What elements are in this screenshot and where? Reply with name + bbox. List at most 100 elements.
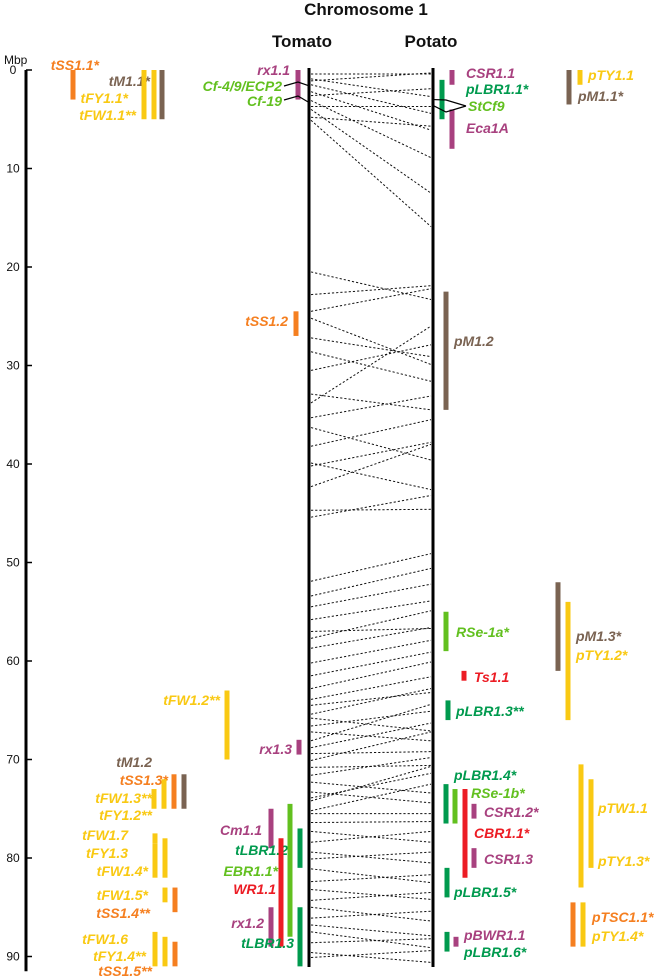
tomato-marker-label-tss1-3: tSS1.3* bbox=[120, 772, 169, 788]
synteny-link bbox=[310, 583, 432, 608]
synteny-link bbox=[310, 651, 432, 677]
synteny-link bbox=[310, 710, 432, 727]
synteny-link bbox=[310, 610, 432, 639]
synteny-link bbox=[310, 441, 432, 467]
synteny-link bbox=[310, 731, 432, 761]
potato-track-title: Potato bbox=[405, 32, 458, 51]
synteny-link bbox=[310, 821, 432, 824]
synteny-link bbox=[310, 393, 432, 411]
potato-marker-label-pm1-2: pM1.2 bbox=[453, 333, 494, 349]
qtl-markers: tSS1.1* tM1.1*tFY1.1*tFW1.1** rx1.1Cf-4/9/… bbox=[51, 57, 654, 979]
tomato-marker-label-tfw1-1: tFW1.1** bbox=[79, 107, 136, 123]
axis-tick-label: 80 bbox=[6, 851, 20, 865]
potato-marker-label-rse-1a: RSe-1a* bbox=[456, 624, 509, 640]
tomato-marker-label-rx1-1: rx1.1 bbox=[257, 62, 290, 78]
synteny-link bbox=[310, 419, 432, 447]
tomato-marker-label-cm1-1: Cm1.1 bbox=[220, 822, 262, 838]
synteny-link bbox=[310, 938, 432, 944]
synteny-link bbox=[310, 108, 432, 194]
synteny-link bbox=[310, 722, 432, 749]
potato-marker-label-ptw1-1: pTW1.1 bbox=[597, 800, 648, 816]
synteny-link bbox=[310, 317, 432, 365]
tomato-marker-label-tm1-2: tM1.2 bbox=[116, 754, 152, 770]
tomato-marker-label-tfw1-5: tFW1.5* bbox=[97, 887, 149, 903]
synteny-link bbox=[310, 462, 432, 491]
synteny-link bbox=[310, 78, 432, 98]
figure-title: Chromosome 1 bbox=[304, 0, 428, 19]
potato-marker-label-pm1-3: pM1.3* bbox=[575, 628, 622, 644]
synteny-link bbox=[310, 84, 432, 114]
potato-marker-label-csr1-2: CSR1.2* bbox=[484, 804, 539, 820]
tomato-marker-label-tfy1-4: tFY1.4** bbox=[93, 948, 146, 964]
potato-marker-label-pty1-2: pTY1.2* bbox=[575, 647, 628, 663]
synteny-link bbox=[310, 791, 432, 804]
axis-tick-label: 50 bbox=[6, 556, 20, 570]
tomato-marker-label-tfy1-1: tFY1.1* bbox=[81, 90, 129, 106]
potato-marker-label-pty1-1: pTY1.1 bbox=[587, 67, 634, 83]
tomato-marker-label-rx1-2: rx1.2 bbox=[231, 915, 264, 931]
synteny-link bbox=[310, 288, 432, 312]
synteny-link bbox=[310, 271, 432, 300]
potato-marker-label-pty1-3: pTY1.3* bbox=[597, 853, 650, 869]
tomato-marker-label-tss1-5: tSS1.5** bbox=[98, 963, 152, 979]
synteny-link bbox=[310, 868, 432, 884]
synteny-link bbox=[310, 692, 432, 706]
locus-leader-line bbox=[432, 98, 467, 107]
synteny-link bbox=[310, 950, 432, 958]
synteny-link bbox=[310, 676, 432, 700]
potato-marker-label-plbr1-6: pLBR1.6* bbox=[463, 944, 527, 960]
synteny-link bbox=[310, 351, 432, 382]
axis-tick-label: 0 bbox=[10, 63, 17, 77]
synteny-link bbox=[310, 627, 432, 649]
synteny-link bbox=[310, 567, 432, 597]
synteny-link bbox=[310, 952, 432, 963]
synteny-link bbox=[310, 851, 432, 864]
synteny-link bbox=[310, 100, 432, 159]
synteny-link bbox=[310, 772, 432, 799]
locus-leader-line bbox=[283, 95, 310, 104]
synteny-link bbox=[310, 344, 432, 371]
axis-tick-label: 30 bbox=[6, 359, 20, 373]
tomato-marker-label-wr1-1: WR1.1 bbox=[233, 881, 276, 897]
potato-marker-label-plbr1-5: pLBR1.5* bbox=[453, 884, 517, 900]
axis-unit-label: Mbp bbox=[4, 53, 28, 67]
synteny-link bbox=[310, 783, 432, 812]
synteny-link bbox=[310, 88, 432, 97]
synteny-link bbox=[310, 757, 432, 776]
synteny-link bbox=[310, 600, 432, 621]
axis-tick-label: 90 bbox=[6, 950, 20, 964]
synteny-link bbox=[310, 337, 432, 358]
synteny-link bbox=[310, 703, 432, 742]
synteny-link bbox=[310, 751, 432, 755]
potato-marker-label-pty1-4: pTY1.4* bbox=[591, 928, 644, 944]
tomato-marker-label-tm1-1: tM1.1* bbox=[109, 73, 151, 89]
synteny-link bbox=[310, 325, 432, 404]
potato-marker-label-stcf9: StCf9 bbox=[468, 98, 505, 114]
potato-marker-label-rse-1b: RSe-1b* bbox=[471, 785, 525, 801]
mbp-axis: Mbp 0 10 20 30 40 50 60 70 80 90 bbox=[4, 53, 32, 972]
synteny-link bbox=[310, 119, 432, 227]
tomato-marker-label-tfw1-3: tFW1.3** bbox=[95, 790, 152, 806]
tomato-marker-label-cf-4-9-ecp2: Cf-4/9/ECP2 bbox=[203, 78, 283, 94]
potato-marker-label-pbwr1-1: pBWR1.1 bbox=[463, 927, 526, 943]
synteny-link bbox=[310, 639, 432, 664]
tomato-marker-label-tfy1-3: tFY1.3 bbox=[86, 845, 128, 861]
synteny-link bbox=[310, 495, 432, 518]
synteny-link bbox=[310, 395, 432, 419]
tomato-marker-label-tfy1-2: tFY1.2** bbox=[99, 807, 152, 823]
synteny-link bbox=[310, 443, 432, 488]
tomato-marker-label-tss1-4: tSS1.4** bbox=[96, 905, 150, 921]
synteny-link bbox=[310, 924, 432, 937]
potato-marker-label-eca1a: Eca1A bbox=[466, 120, 509, 136]
synteny-link bbox=[310, 891, 432, 901]
synteny-link bbox=[310, 889, 432, 900]
synteny-link bbox=[310, 72, 432, 82]
synteny-link bbox=[310, 731, 432, 742]
tomato-marker-label-tfw1-6: tFW1.6 bbox=[82, 931, 128, 947]
potato-marker-label-csr1-1: CSR1.1 bbox=[466, 65, 515, 81]
locus-leader-line bbox=[432, 104, 467, 113]
synteny-link bbox=[310, 116, 432, 127]
locus-leader-line bbox=[283, 81, 310, 87]
potato-marker-label-csr1-3: CSR1.3 bbox=[484, 851, 533, 867]
tomato-marker-label-tfw1-4: tFW1.4* bbox=[97, 863, 149, 879]
